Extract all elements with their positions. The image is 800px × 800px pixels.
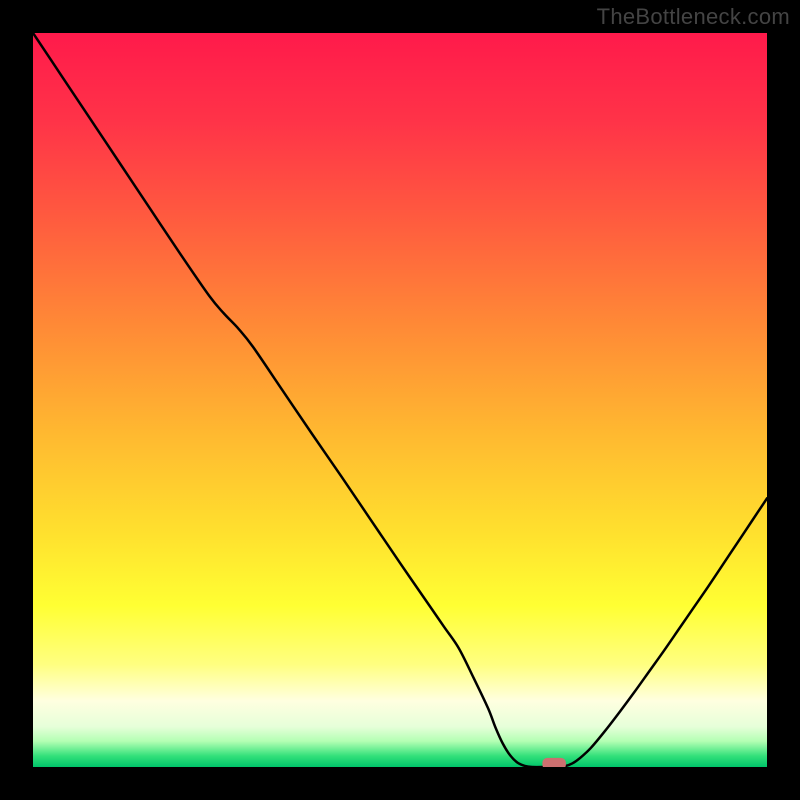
minimum-marker — [542, 758, 565, 767]
watermark-text: TheBottleneck.com — [597, 4, 790, 30]
chart-frame: TheBottleneck.com — [0, 0, 800, 800]
plot-area — [33, 33, 767, 767]
gradient-background — [33, 33, 767, 767]
plot-svg — [33, 33, 767, 767]
